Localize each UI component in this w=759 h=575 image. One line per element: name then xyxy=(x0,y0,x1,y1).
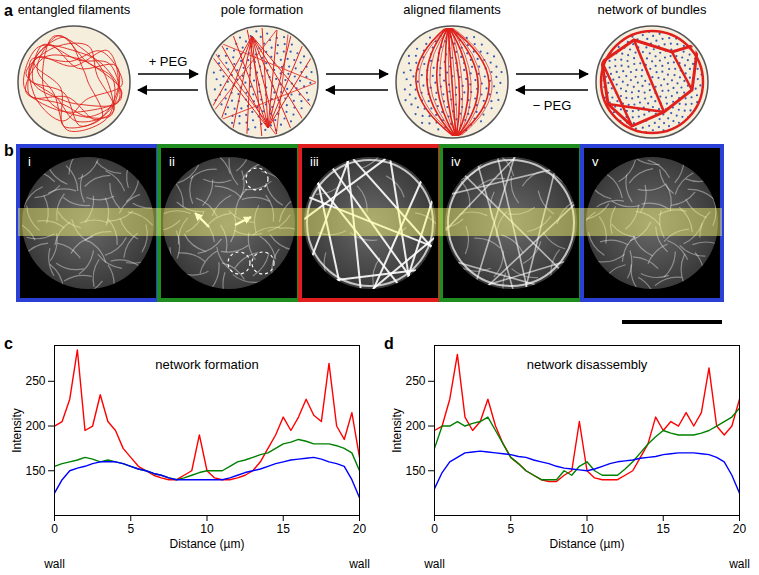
svg-text:15: 15 xyxy=(277,522,291,536)
svg-text:iv: iv xyxy=(451,154,461,169)
svg-text:wall: wall xyxy=(728,557,750,571)
svg-text:wall: wall xyxy=(423,557,445,571)
svg-text:pole formation: pole formation xyxy=(221,2,303,17)
svg-text:wall: wall xyxy=(348,557,370,571)
svg-text:+ PEG: + PEG xyxy=(149,54,188,69)
svg-text:i: i xyxy=(28,154,31,169)
svg-text:20: 20 xyxy=(733,522,747,536)
svg-text:250: 250 xyxy=(405,374,425,388)
svg-text:Intensity: Intensity xyxy=(10,408,24,453)
svg-text:5: 5 xyxy=(127,522,134,536)
svg-text:iii: iii xyxy=(310,154,319,169)
svg-text:10: 10 xyxy=(200,522,214,536)
svg-text:20: 20 xyxy=(353,522,367,536)
svg-text:Intensity: Intensity xyxy=(390,408,404,453)
svg-text:Distance (µm): Distance (µm) xyxy=(170,537,245,551)
svg-text:150: 150 xyxy=(405,464,425,478)
svg-text:ii: ii xyxy=(169,154,175,169)
svg-text:aligned filaments: aligned filaments xyxy=(403,2,501,17)
svg-text:200: 200 xyxy=(25,419,45,433)
svg-text:150: 150 xyxy=(25,464,45,478)
svg-text:entangled filaments: entangled filaments xyxy=(18,2,131,17)
svg-text:network disassembly: network disassembly xyxy=(527,357,648,372)
svg-text:0: 0 xyxy=(51,522,58,536)
svg-text:b: b xyxy=(4,142,14,159)
svg-text:5: 5 xyxy=(507,522,514,536)
svg-text:wall: wall xyxy=(43,557,65,571)
svg-text:250: 250 xyxy=(25,374,45,388)
svg-text:Distance (µm): Distance (µm) xyxy=(550,537,625,551)
svg-text:10: 10 xyxy=(580,522,594,536)
svg-text:200: 200 xyxy=(405,419,425,433)
svg-text:0: 0 xyxy=(431,522,438,536)
html-text:d: d xyxy=(384,335,394,352)
svg-text:15: 15 xyxy=(657,522,671,536)
svg-text:network of bundles: network of bundles xyxy=(597,2,707,17)
svg-text:v: v xyxy=(592,154,599,169)
svg-text:a: a xyxy=(4,2,13,19)
html-text:c: c xyxy=(4,335,13,352)
svg-text:− PEG: − PEG xyxy=(533,98,572,113)
svg-text:network formation: network formation xyxy=(155,357,258,372)
